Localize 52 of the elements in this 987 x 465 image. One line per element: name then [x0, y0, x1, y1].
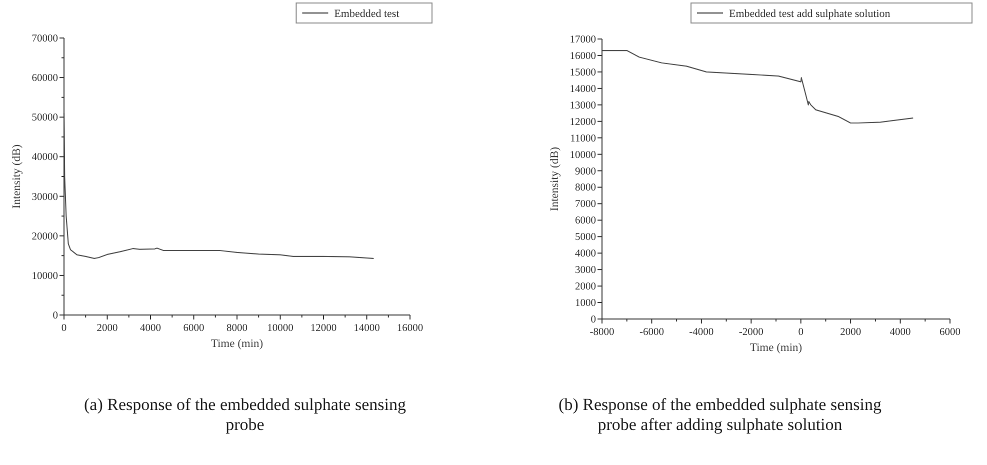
- y-tick-label: 9000: [575, 166, 596, 178]
- x-tick-label: -6000: [639, 327, 664, 338]
- y-tick-label: 5000: [575, 232, 596, 244]
- y-axis-title: Intensity (dB): [11, 144, 23, 209]
- y-tick-label: 20000: [32, 231, 58, 242]
- y-tick-label: 10000: [570, 150, 596, 161]
- x-tick-label: 10000: [267, 323, 294, 334]
- y-axis-title: Intensity (dB): [549, 146, 561, 212]
- y-tick-label: 0: [590, 314, 596, 326]
- x-axis-title: Time (min): [750, 342, 802, 354]
- y-tick-label: 10000: [32, 270, 58, 282]
- y-tick-label: 13000: [570, 100, 596, 112]
- x-tick-label: 4000: [140, 323, 161, 334]
- x-tick-label: 16000: [396, 323, 424, 334]
- text: (b) Response of the embedded sulphate sensing probe after adding sulphate solution: [558, 395, 882, 434]
- y-tick-label: 50000: [32, 112, 58, 124]
- y-tick-label: 11000: [570, 133, 596, 144]
- x-tick-label: 2000: [840, 327, 862, 338]
- x-tick-label: 0: [798, 327, 804, 338]
- y-tick-label: 12000: [570, 116, 596, 128]
- y-tick-label: 70000: [32, 34, 58, 44]
- legend-label: Embedded test add sulphate solution: [729, 8, 891, 20]
- y-tick-label: 60000: [32, 73, 58, 84]
- y-tick-label: 0: [52, 310, 58, 322]
- y-tick-label: 1000: [575, 298, 596, 310]
- text: (a) Response of the embedded sulphate sensing probe: [84, 395, 406, 434]
- y-tick-label: 6000: [575, 216, 596, 227]
- y-tick-label: 7000: [575, 199, 596, 210]
- y-tick-label: 40000: [32, 152, 58, 164]
- x-tick-label: 0: [61, 323, 67, 334]
- y-tick-label: 4000: [575, 248, 596, 260]
- x-tick-label: 4000: [890, 327, 911, 338]
- y-tick-label: 16000: [570, 50, 596, 62]
- x-tick-label: -2000: [738, 327, 764, 338]
- x-axis-title: Time (min): [210, 338, 264, 350]
- x-tick-label: 12000: [310, 323, 337, 334]
- legend-label: Embedded test: [334, 8, 400, 20]
- x-tick-label: -4000: [689, 327, 714, 338]
- y-tick-label: 17000: [570, 34, 596, 46]
- x-tick-label: 2000: [96, 323, 118, 334]
- y-tick-label: 2000: [575, 282, 596, 293]
- y-tick-label: 3000: [575, 265, 596, 276]
- x-tick-label: -8000: [590, 327, 614, 338]
- y-tick-label: 30000: [32, 192, 58, 203]
- x-tick-label: 6000: [183, 323, 204, 334]
- y-tick-label: 15000: [570, 67, 596, 78]
- x-tick-label: 8000: [226, 323, 248, 334]
- x-tick-label: 6000: [940, 327, 960, 338]
- y-tick-label: 14000: [570, 84, 596, 95]
- x-tick-label: 14000: [354, 323, 380, 334]
- y-tick-label: 8000: [575, 182, 596, 194]
- line-series: [601, 50, 914, 124]
